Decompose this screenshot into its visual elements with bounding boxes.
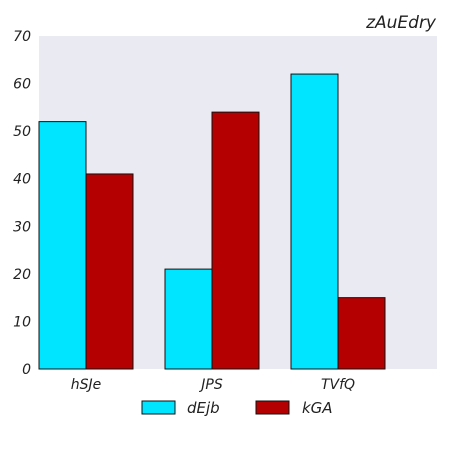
bars-group bbox=[38, 73, 386, 370]
bar-kGA-hSJe bbox=[85, 173, 134, 370]
bar-kGA-JPS bbox=[211, 111, 260, 370]
x-tick-label: JPS bbox=[198, 377, 223, 393]
x-tick-label: hSJe bbox=[71, 377, 102, 393]
y-tick-label: 30 bbox=[13, 219, 31, 235]
legend-label-dEjb: dEjb bbox=[187, 399, 220, 417]
legend-swatch-dEjb bbox=[141, 400, 176, 415]
bar-dEjb-TVfQ bbox=[290, 73, 339, 370]
y-tick-label: 60 bbox=[13, 77, 31, 93]
y-tick-label: 40 bbox=[13, 172, 31, 188]
chart-title: zAuEdry bbox=[365, 13, 437, 33]
y-tick-label: 10 bbox=[13, 314, 31, 330]
y-tick-label: 0 bbox=[22, 362, 31, 378]
y-tick-label: 20 bbox=[13, 267, 31, 283]
bar-dEjb-JPS bbox=[164, 268, 213, 370]
x-axis: hSJe JPS TVfQ bbox=[71, 377, 355, 393]
bar-kGA-TVfQ bbox=[337, 297, 386, 370]
legend: dEjb kGA bbox=[141, 399, 333, 417]
y-tick-label: 50 bbox=[13, 124, 31, 140]
y-tick-label: 70 bbox=[13, 29, 31, 45]
y-axis: 0 10 20 30 40 50 60 70 bbox=[13, 29, 31, 378]
legend-label-kGA: kGA bbox=[302, 399, 333, 417]
x-tick-label: TVfQ bbox=[321, 377, 355, 393]
bar-dEjb-hSJe bbox=[38, 121, 87, 370]
legend-swatch-kGA bbox=[255, 400, 290, 415]
